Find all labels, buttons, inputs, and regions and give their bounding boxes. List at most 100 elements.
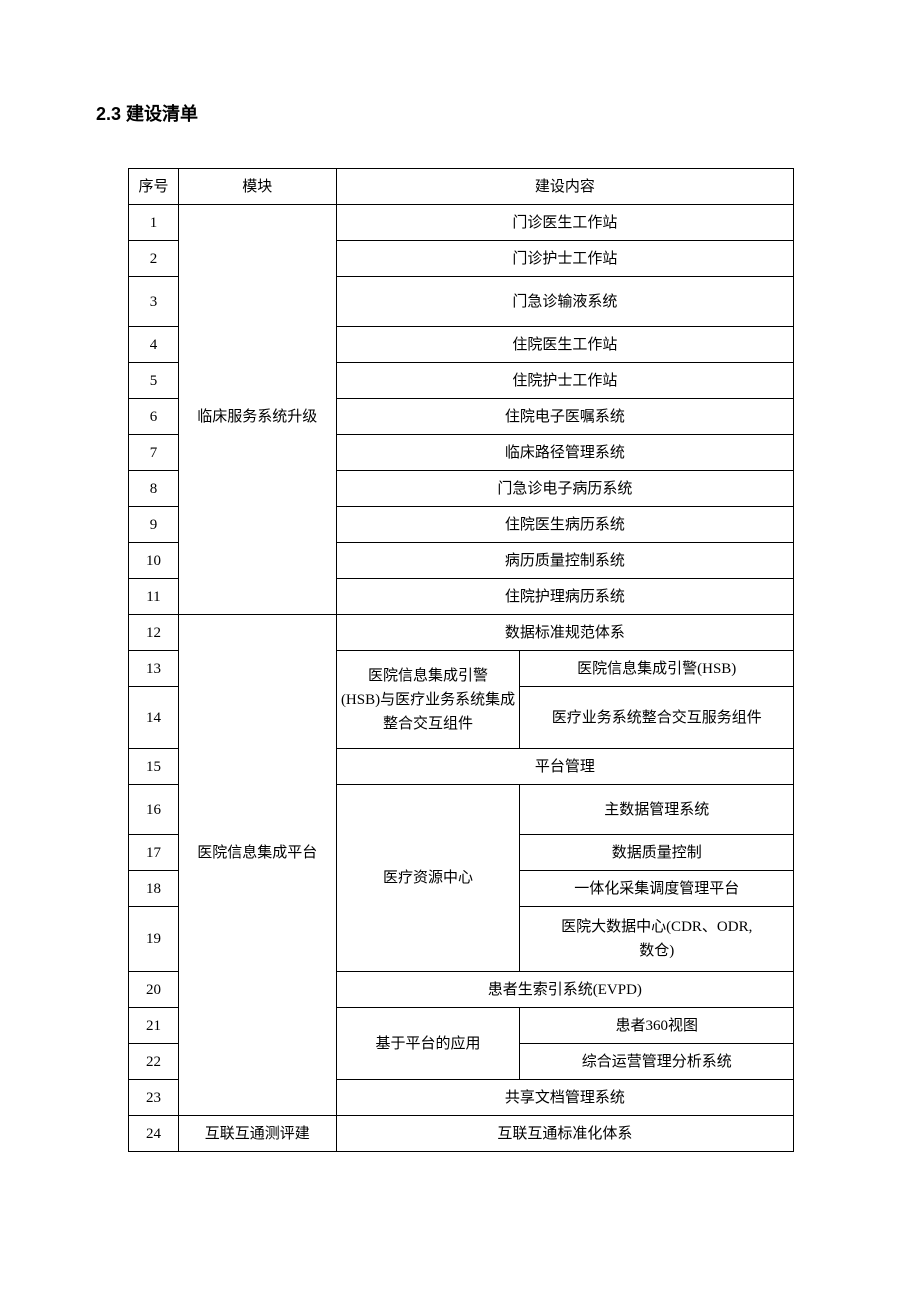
content-cell: 住院医生病历系统 — [336, 507, 793, 543]
content-cell: 数据标准规范体系 — [336, 615, 793, 651]
line: 数仓) — [639, 943, 674, 959]
table-header-row: 序号 模块 建设内容 — [129, 169, 794, 205]
header-seq: 序号 — [129, 169, 179, 205]
module-cell — [178, 785, 336, 835]
seq-cell: 10 — [129, 543, 179, 579]
table-row: 6 临床服务系统升级 住院电子医嘱系统 — [129, 399, 794, 435]
table-row: 4 住院医生工作站 — [129, 327, 794, 363]
module-cell — [178, 579, 336, 615]
content-cell: 数据质量控制 — [520, 835, 794, 871]
content-cell: 医院大数据中心(CDR、ODR, 数仓) — [520, 907, 794, 972]
seq-cell: 2 — [129, 241, 179, 277]
module-cell: 互联互通测评建 — [178, 1116, 336, 1152]
content-cell: 门急诊电子病历系统 — [336, 471, 793, 507]
content-cell: 平台管理 — [336, 749, 793, 785]
table-row: 12 数据标准规范体系 — [129, 615, 794, 651]
content-cell: 病历质量控制系统 — [336, 543, 793, 579]
module-cell — [178, 972, 336, 1008]
module-cell: 临床服务系统升级 — [178, 399, 336, 435]
content-cell: 门诊医生工作站 — [336, 205, 793, 241]
table-row: 23 共享文档管理系统 — [129, 1080, 794, 1116]
table-row: 21 基于平台的应用 患者360视图 — [129, 1008, 794, 1044]
seq-cell: 21 — [129, 1008, 179, 1044]
seq-cell: 23 — [129, 1080, 179, 1116]
module-cell — [178, 327, 336, 363]
seq-cell: 8 — [129, 471, 179, 507]
content-cell: 门急诊输液系统 — [336, 277, 793, 327]
sub-content-cell: 医疗资源中心 — [336, 785, 520, 972]
module-cell — [178, 687, 336, 749]
seq-cell: 14 — [129, 687, 179, 749]
content-cell: 门诊护士工作站 — [336, 241, 793, 277]
content-cell: 患者生索引系统(EVPD) — [336, 972, 793, 1008]
seq-cell: 22 — [129, 1044, 179, 1080]
seq-cell: 6 — [129, 399, 179, 435]
seq-cell: 19 — [129, 907, 179, 972]
seq-cell: 15 — [129, 749, 179, 785]
content-cell: 临床路径管理系统 — [336, 435, 793, 471]
content-cell: 住院护理病历系统 — [336, 579, 793, 615]
content-cell: 住院医生工作站 — [336, 327, 793, 363]
seq-cell: 17 — [129, 835, 179, 871]
module-cell — [178, 543, 336, 579]
seq-cell: 1 — [129, 205, 179, 241]
module-cell — [178, 615, 336, 651]
sub-content-cell: 基于平台的应用 — [336, 1008, 520, 1080]
header-content: 建设内容 — [336, 169, 793, 205]
content-cell: 医院信息集成引警(HSB) — [520, 651, 794, 687]
section-heading: 2.3 建设清单 — [96, 100, 824, 126]
seq-cell: 18 — [129, 871, 179, 907]
content-cell: 患者360视图 — [520, 1008, 794, 1044]
table-row: 15 平台管理 — [129, 749, 794, 785]
seq-cell: 5 — [129, 363, 179, 399]
content-cell: 综合运营管理分析系统 — [520, 1044, 794, 1080]
seq-cell: 11 — [129, 579, 179, 615]
table-row: 7 临床路径管理系统 — [129, 435, 794, 471]
line: 医院大数据中心(CDR、ODR, — [561, 919, 752, 935]
seq-cell: 16 — [129, 785, 179, 835]
seq-cell: 7 — [129, 435, 179, 471]
sub-line: (HSB)与医疗业务系统集成 — [341, 692, 515, 708]
content-cell: 共享文档管理系统 — [336, 1080, 793, 1116]
module-cell — [178, 871, 336, 907]
content-cell: 主数据管理系统 — [520, 785, 794, 835]
seq-cell: 4 — [129, 327, 179, 363]
seq-cell: 24 — [129, 1116, 179, 1152]
content-cell: 互联互通标准化体系 — [336, 1116, 793, 1152]
module-cell — [178, 1080, 336, 1116]
table-row: 9 住院医生病历系统 — [129, 507, 794, 543]
module-cell — [178, 363, 336, 399]
content-cell: 一体化采集调度管理平台 — [520, 871, 794, 907]
table-row: 3 门急诊输液系统 — [129, 277, 794, 327]
table-row: 20 患者生索引系统(EVPD) — [129, 972, 794, 1008]
module-cell — [178, 749, 336, 785]
table-row: 11 住院护理病历系统 — [129, 579, 794, 615]
module-cell — [178, 241, 336, 277]
module-cell — [178, 1008, 336, 1044]
table-row: 1 门诊医生工作站 — [129, 205, 794, 241]
seq-cell: 3 — [129, 277, 179, 327]
sub-line: 整合交互组件 — [383, 716, 473, 732]
module-cell — [178, 651, 336, 687]
module-cell — [178, 205, 336, 241]
seq-cell: 20 — [129, 972, 179, 1008]
table-row: 5 住院护士工作站 — [129, 363, 794, 399]
module-cell: 医院信息集成平台 — [178, 835, 336, 871]
table-row: 10 病历质量控制系统 — [129, 543, 794, 579]
module-cell — [178, 907, 336, 972]
sub-content-cell: 医院信息集成引警 (HSB)与医疗业务系统集成 整合交互组件 — [336, 651, 520, 749]
content-cell: 医疗业务系统整合交互服务组件 — [520, 687, 794, 749]
table-row: 8 门急诊电子病历系统 — [129, 471, 794, 507]
table-row: 24 互联互通测评建 互联互通标准化体系 — [129, 1116, 794, 1152]
header-module: 模块 — [178, 169, 336, 205]
table-row: 16 医疗资源中心 主数据管理系统 — [129, 785, 794, 835]
build-list-table: 序号 模块 建设内容 1 门诊医生工作站 2 门诊护士工作站 3 门急诊输液系统… — [128, 168, 794, 1152]
content-cell: 住院护士工作站 — [336, 363, 793, 399]
module-cell — [178, 507, 336, 543]
seq-cell: 12 — [129, 615, 179, 651]
sub-line: 医院信息集成引警 — [368, 668, 488, 684]
content-cell: 住院电子医嘱系统 — [336, 399, 793, 435]
seq-cell: 13 — [129, 651, 179, 687]
table-row: 2 门诊护士工作站 — [129, 241, 794, 277]
module-cell — [178, 435, 336, 471]
